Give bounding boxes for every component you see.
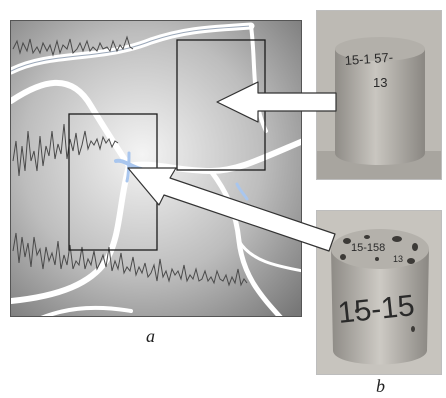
cylinder-top-face <box>335 37 425 61</box>
sample-photo-bottom: 15-158 13 15-15 <box>316 210 442 375</box>
sample-bottom-top-label-line-1: 15-158 <box>351 242 385 254</box>
sample-top-svg: 15-1 57- 13 <box>317 11 441 179</box>
crack-diagram-svg <box>11 21 301 316</box>
signal-traces <box>12 35 248 287</box>
sample-bottom-top-label-line-2: 13 <box>393 254 403 264</box>
caption-a: a <box>146 326 155 346</box>
sample-top-label-line-1: 15-1 57- <box>344 50 393 68</box>
caption-b: b <box>376 376 385 396</box>
sample-bottom-svg: 15-158 13 15-15 <box>317 211 441 374</box>
sample-bottom-side-label: 15-15 <box>336 289 416 330</box>
surface-pores <box>340 235 418 332</box>
signal-trace-lower <box>12 232 248 287</box>
sample-photo-top: 15-1 57- 13 <box>316 10 442 180</box>
concrete-cylinder-damaged <box>331 249 429 365</box>
sample-top-label-line-2: 13 <box>373 75 387 90</box>
cylinder-top-face <box>331 229 429 269</box>
panel-a-crack-diagram <box>10 20 302 317</box>
signal-trace-top <box>12 35 134 57</box>
signal-trace-middle <box>12 123 119 177</box>
concrete-cylinder <box>335 49 425 165</box>
